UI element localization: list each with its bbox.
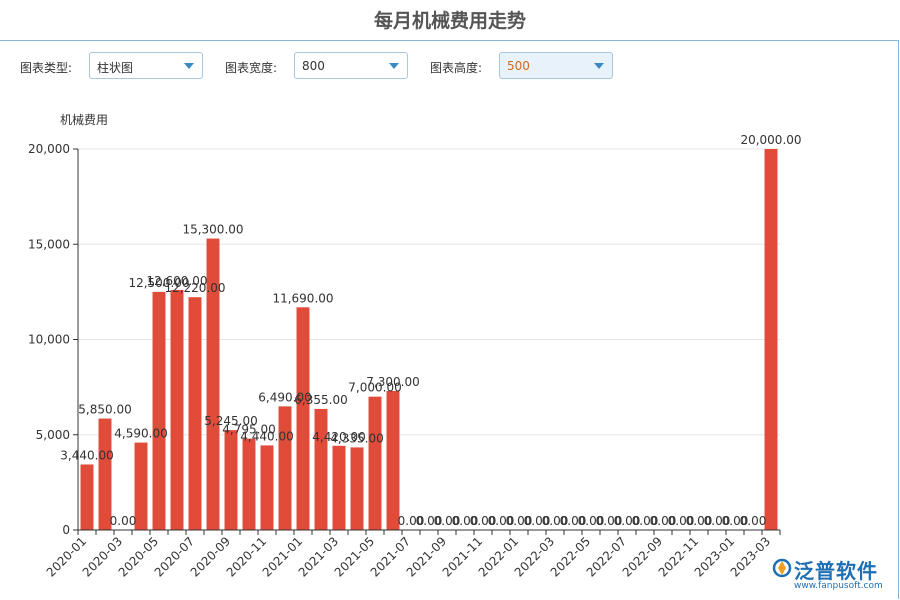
chevron-down-icon [184,63,194,69]
bar-value-label: 4,420.00 [312,430,365,444]
bar-value-label: 0.00 [470,514,497,528]
brand-name: 泛普软件 [794,559,878,583]
bar [80,464,94,530]
bar-value-label: 0.00 [488,514,515,528]
brand-watermark: 泛普软件 www.fanpusoft.com [768,554,898,594]
bar [386,390,400,530]
bar [296,307,310,530]
bar-value-label: 6,490.00 [258,390,311,404]
chart-height-select[interactable]: 500 [499,52,613,79]
bar-value-label: 0.00 [506,514,533,528]
bar-value-label: 4,795.00 [222,423,275,437]
y-tick-label: 20,000 [28,142,70,156]
bar-value-label: 0.00 [434,514,461,528]
bar [764,149,778,530]
chart-width-label: 图表宽度: [225,61,278,75]
chart-height-value: 500 [507,59,530,73]
bar [206,238,220,530]
chart-width-value: 800 [302,59,325,73]
x-tick-label: 2023-03 [728,534,773,579]
y-tick-label: 10,000 [28,333,70,347]
chart-type-label: 图表类型: [20,61,73,75]
bar-value-label: 0.00 [704,514,731,528]
bar-value-label: 0.00 [416,514,443,528]
bar-value-label: 5,245.00 [204,414,257,428]
bar-value-label: 0.00 [578,514,605,528]
page-title: 每月机械费用走势 [373,10,526,32]
bar-value-label: 5,850.00 [78,403,131,417]
bar [134,442,148,530]
chart-type-select[interactable]: 柱状图 [89,52,203,79]
bar-value-label: 0.00 [614,514,641,528]
bar-value-label: 4,440.00 [240,429,293,443]
bar-value-label: 6,355.00 [294,393,347,407]
bar-value-label: 0.00 [542,514,569,528]
bar-value-label: 7,000.00 [348,381,401,395]
bar-value-label: 0.00 [632,514,659,528]
y-tick-label: 15,000 [28,237,70,251]
chart-width-select[interactable]: 800 [294,52,408,79]
bar [152,291,166,530]
bar [242,438,256,530]
y-tick-label: 5,000 [36,428,70,442]
bar-value-label: 4,590.00 [114,427,167,441]
bar-value-label: 0.00 [668,514,695,528]
chart-settings-bar: 图表类型: 柱状图 图表宽度: 800 图表高度: 500 [0,52,900,82]
bar-value-label: 0.00 [110,514,137,528]
bar-value-label: 0.00 [722,514,749,528]
y-tick-label: 0 [62,523,70,537]
chevron-down-icon [389,63,399,69]
bar-value-label: 20,000.00 [740,133,801,147]
bar-value-label: 0.00 [524,514,551,528]
brand-url: www.fanpusoft.com [794,581,883,591]
bar [98,418,112,530]
bar-value-label: 4,335.00 [330,431,383,445]
bar [188,297,202,530]
bar [224,430,238,530]
bar [368,396,382,530]
bar-value-label: 3,440.00 [60,448,113,462]
bar-value-label: 11,690.00 [272,291,333,305]
bar [350,447,364,530]
bar [278,406,292,530]
bar-value-label: 0.00 [740,514,767,528]
bar-value-label: 12,600.00 [146,274,207,288]
bar-value-label: 15,300.00 [182,223,243,237]
bar-value-label: 0.00 [650,514,677,528]
brand-logo-icon [772,558,792,578]
chart-panel [0,40,899,599]
bar-value-label: 0.00 [452,514,479,528]
chart-height-label: 图表高度: [430,61,483,75]
chart-type-value: 柱状图 [97,61,134,75]
bar [314,408,328,530]
bar-value-label: 0.00 [560,514,587,528]
bar-value-label: 0.00 [398,514,425,528]
bar [332,445,346,530]
bar [170,289,184,530]
bar-value-label: 12,500.00 [128,276,189,290]
bar-value-label: 12,220.00 [164,281,225,295]
bar [260,445,274,530]
y-axis-title: 机械费用 [60,112,108,127]
bar-value-label: 7,300.00 [366,375,419,389]
bar-value-label: 0.00 [686,514,713,528]
bar-value-label: 0.00 [596,514,623,528]
chevron-down-icon [594,63,604,69]
